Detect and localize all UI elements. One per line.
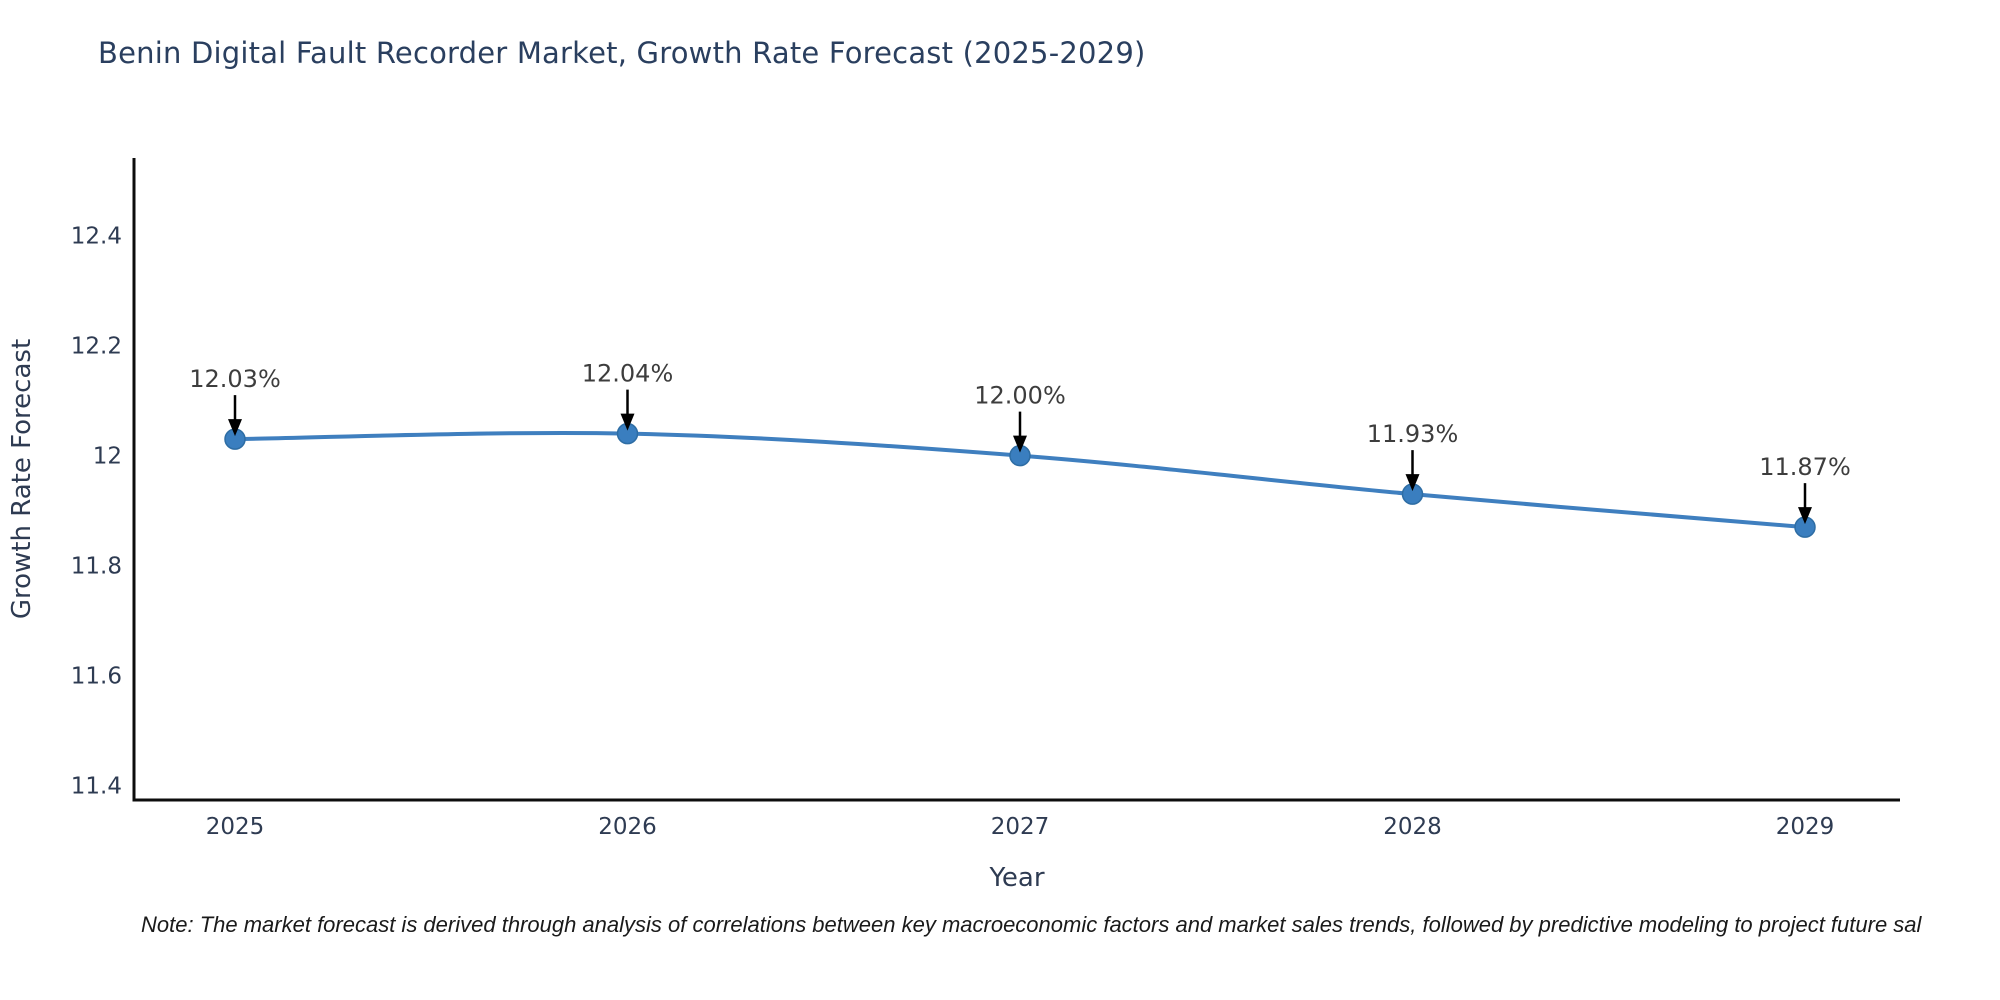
x-tick-label: 2025 <box>206 814 265 840</box>
annotation-arrowhead-icon <box>1013 435 1027 453</box>
point-value-label: 11.87% <box>1759 453 1851 481</box>
y-axis-title: Growth Rate Forecast <box>7 339 37 619</box>
y-tick-label: 11.4 <box>71 774 122 800</box>
point-value-label: 11.93% <box>1367 420 1459 448</box>
axis-spines <box>132 158 1900 802</box>
y-tick-label: 12.4 <box>71 224 122 250</box>
x-tick-label: 2029 <box>1776 814 1835 840</box>
point-value-label: 12.04% <box>582 360 674 388</box>
x-axis-title: Year <box>988 863 1044 893</box>
annotation-arrowhead-icon <box>1798 507 1812 525</box>
y-tick-label: 11.8 <box>71 554 122 580</box>
footnote-text: Note: The market forecast is derived thr… <box>141 912 1922 937</box>
annotation-arrowhead-icon <box>228 419 242 437</box>
y-tick-label: 12.2 <box>71 334 122 360</box>
annotation-arrowhead-icon <box>620 413 635 431</box>
point-value-label: 12.00% <box>974 382 1066 410</box>
chart-title: Benin Digital Fault Recorder Market, Gro… <box>98 36 1146 70</box>
x-tick-label: 2027 <box>991 814 1050 840</box>
y-tick-label: 11.6 <box>71 664 122 690</box>
x-tick-label: 2026 <box>598 814 657 840</box>
point-value-label: 12.03% <box>189 365 281 393</box>
annotation-arrowhead-icon <box>1405 474 1420 492</box>
x-tick-label: 2028 <box>1383 814 1442 840</box>
y-tick-label: 12 <box>93 444 122 470</box>
